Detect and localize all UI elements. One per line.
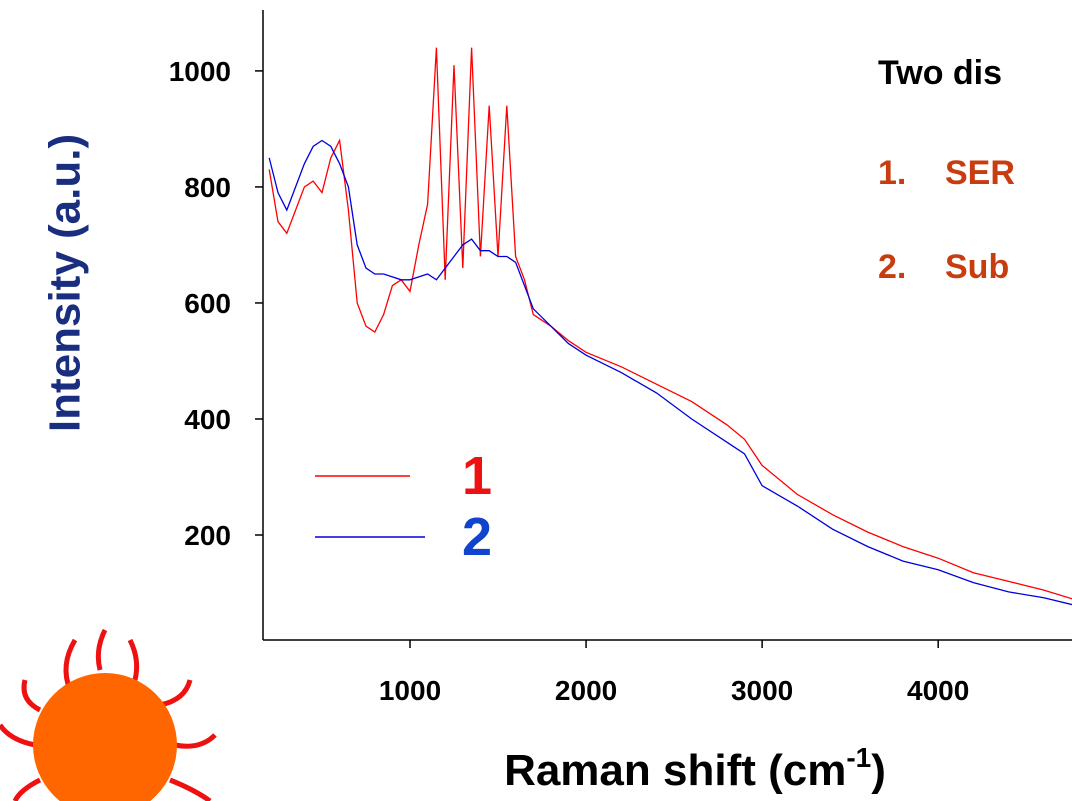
series-line xyxy=(268,139,1072,606)
annotation-item: Sub xyxy=(945,248,1009,286)
x-axis-label-end: ) xyxy=(871,746,886,795)
y-axis-label: Intensity (a.u.) xyxy=(41,134,90,432)
x-tick-label: 3000 xyxy=(731,675,793,706)
x-tick-label: 2000 xyxy=(555,675,617,706)
y-tick-label: 800 xyxy=(184,172,231,203)
x-axis-label: Raman shift (cm-1) xyxy=(504,742,886,795)
annotation-number: 2. xyxy=(878,248,906,286)
x-tick-label: 1000 xyxy=(379,675,441,706)
x-axis-label-main: Raman shift (cm xyxy=(504,746,846,795)
y-tick-label: 600 xyxy=(184,288,231,319)
x-axis-label-sup: -1 xyxy=(846,742,871,773)
annotation-title: Two dis xyxy=(878,54,1002,92)
plot-area xyxy=(268,47,1072,606)
sun-icon xyxy=(0,628,217,801)
annotation-number: 1. xyxy=(878,154,906,192)
annotation-item: SER xyxy=(945,154,1015,192)
legend-label: 2 xyxy=(462,507,492,567)
series-line xyxy=(268,47,1072,600)
y-tick-label: 1000 xyxy=(169,56,231,87)
legend-label: 1 xyxy=(462,446,492,506)
y-tick-label: 200 xyxy=(184,520,231,551)
x-tick-label: 4000 xyxy=(907,675,969,706)
y-tick-label: 400 xyxy=(184,404,231,435)
